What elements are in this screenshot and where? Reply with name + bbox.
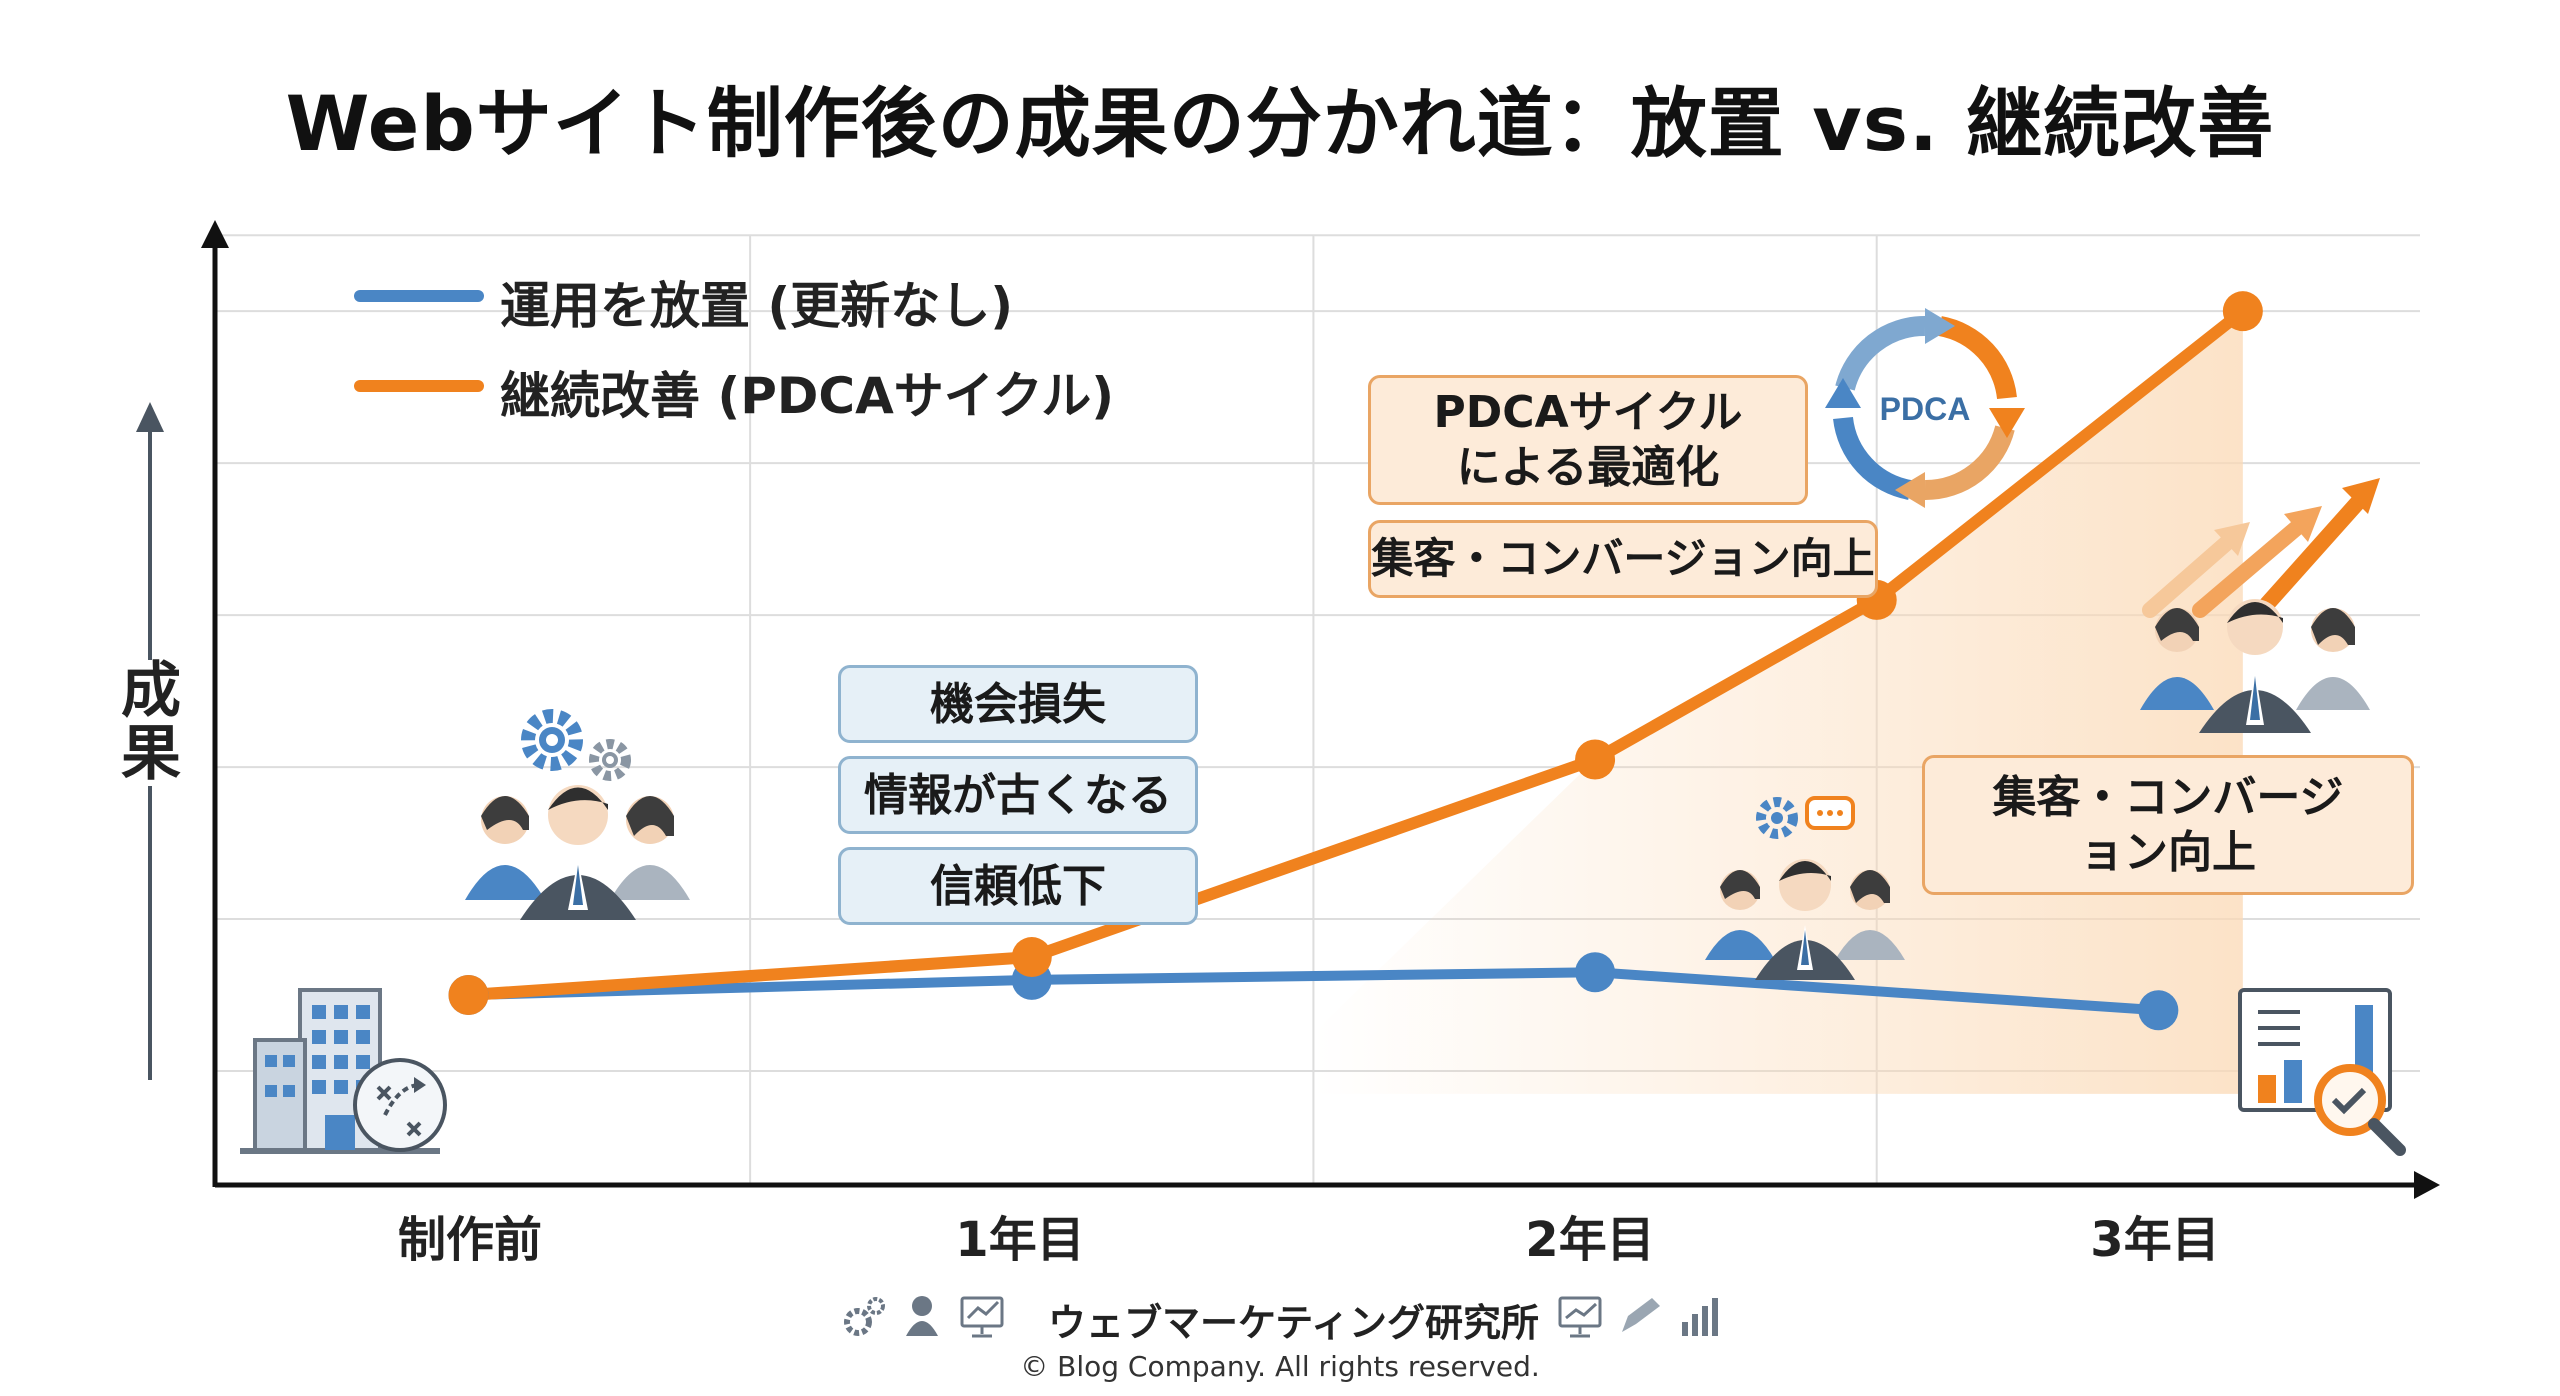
legend-label-neglect: 運用を放置 (更新なし) <box>500 277 1014 335</box>
data-point-neglect-2 <box>1575 952 1616 993</box>
data-point-improve-2 <box>1575 739 1616 780</box>
strategy-icon <box>353 1058 447 1152</box>
data-point-improve-0 <box>448 975 489 1016</box>
legend-label-improve: 継続改善 (PDCAサイクル) <box>500 367 1115 425</box>
y-axis-arrow <box>201 220 229 248</box>
x-tick-label-1: 1年目 <box>955 1212 1085 1268</box>
annotation-pdca-optimization: PDCAサイクルによる最適化 <box>1368 375 1808 505</box>
footer-organization: ウェブマーケティング研究所 <box>1048 1301 1539 1345</box>
y-axis-label: 成果 <box>116 660 186 786</box>
improvement-area <box>1313 311 2243 1094</box>
footer-monitor-icon <box>960 1296 1004 1338</box>
annotation-outdated-info: 情報が古くなる <box>838 756 1198 834</box>
team-icon-left <box>465 785 690 920</box>
y-label-arrowhead <box>136 402 164 432</box>
magnifier-icon <box>2314 1064 2406 1156</box>
annotation-conversion-up-1: 集客・コンバージョン向上 <box>1368 520 1878 598</box>
footer-person-icon <box>906 1296 938 1336</box>
data-point-improve-1 <box>1011 937 1052 978</box>
pdca-cycle-label: PDCA <box>1880 391 1971 427</box>
gear-chat-icon <box>1756 796 1855 839</box>
growth-arrows-icon <box>2142 478 2380 620</box>
x-tick-label-2: 2年目 <box>1525 1212 1655 1268</box>
x-tick-label-3: 3年目 <box>2090 1212 2220 1268</box>
footer-gear-icon <box>844 1297 885 1336</box>
team-icon-middle <box>1705 859 1905 980</box>
pdca-cycle-icon: PDCA <box>1825 308 2025 508</box>
footer-copyright: © Blog Company. All rights reserved. <box>1020 1350 1540 1383</box>
footer-chart-monitor-icon <box>1558 1296 1602 1338</box>
gear-small-icon <box>589 739 631 781</box>
data-point-improve-4 <box>2222 291 2263 332</box>
footer-bar-chart-icon <box>1682 1298 1718 1336</box>
footer-pencil-icon <box>1622 1298 1660 1332</box>
series-line-neglect <box>463 967 2164 1016</box>
chart-title: Webサイト制作後の成果の分かれ道：放置 vs. 継続改善 <box>285 79 2275 168</box>
annotation-conversion-up-2: 集客・コンバージョン向上 <box>1922 755 2414 895</box>
team-icon-right <box>2140 599 2370 733</box>
data-point-neglect-3 <box>2138 990 2179 1031</box>
annotation-trust-decline: 信頼低下 <box>838 847 1198 925</box>
gear-icon <box>521 709 583 771</box>
x-tick-label-0: 制作前 <box>397 1212 542 1268</box>
annotation-opportunity-loss: 機会損失 <box>838 665 1198 743</box>
x-axis-arrow <box>2414 1171 2440 1199</box>
